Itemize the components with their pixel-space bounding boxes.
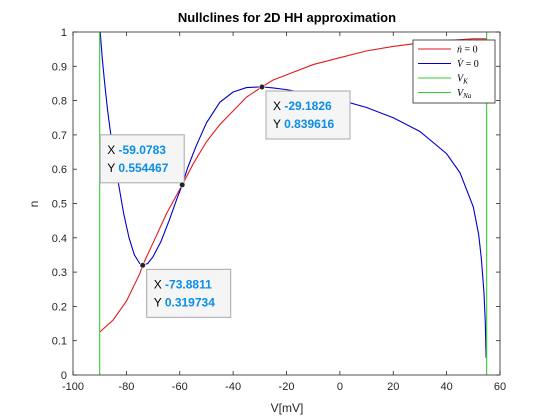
y-tick-label: 0 <box>61 370 67 382</box>
datatip-box <box>146 268 232 318</box>
series-line-2 <box>99 31 487 358</box>
datatip-box <box>99 134 185 184</box>
x-tick-label: -20 <box>279 381 295 393</box>
datatips: X -59.0783 Y 0.554467 X -29.1826 Y 0.839616… <box>99 83 351 318</box>
y-axis-title: n <box>27 201 41 208</box>
y-tick-label: 0.6 <box>52 164 67 176</box>
x-tick-label: -100 <box>62 381 84 393</box>
y-tick-label: 0.3 <box>52 267 67 279</box>
datatip-box <box>265 90 351 140</box>
datatip-2[interactable]: X -29.1826 Y 0.839616 <box>258 83 351 140</box>
y-tick-label: 1 <box>61 27 67 39</box>
y-tick-label: 0.1 <box>52 336 67 348</box>
legend-label: VK <box>457 74 468 86</box>
datatip-1[interactable]: X -59.0783 Y 0.554467 <box>99 134 186 188</box>
legend-label: ṅ = 0 <box>457 45 478 56</box>
datatip-x-row: X -29.1826 <box>273 99 332 113</box>
chart-title: Nullclines for 2D HH approximation <box>178 10 396 25</box>
x-tick-label: 60 <box>494 381 506 393</box>
x-tick-label: -40 <box>225 381 241 393</box>
y-tick-label: 0.2 <box>52 301 67 313</box>
datatip-y-row: Y 0.554467 <box>107 161 169 175</box>
legend: ṅ = 0 V̇ = 0 VK VNa <box>412 39 496 104</box>
datatip-marker <box>179 181 186 188</box>
datatip-y-row: Y 0.319734 <box>154 295 216 309</box>
y-tick-label: 0.9 <box>52 61 67 73</box>
datatip-y-row: Y 0.839616 <box>273 117 335 131</box>
datatip-3[interactable]: X -73.8811 Y 0.319734 <box>139 262 232 318</box>
datatip-x-row: X -73.8811 <box>154 277 212 291</box>
x-tick-label: 0 <box>337 381 343 393</box>
legend-label: V̇ = 0 <box>457 58 479 70</box>
legend-label: VNa <box>457 88 472 100</box>
y-tick-label: 0.8 <box>52 96 67 108</box>
y-tick-label: 0.4 <box>52 233 67 245</box>
x-tick-label: 20 <box>387 381 399 393</box>
datatip-marker <box>258 83 266 91</box>
x-tick-label: -80 <box>118 381 134 393</box>
y-tick-label: 0.5 <box>52 199 67 211</box>
tick-labels: -100 -80 -60 -40 -20 0 20 40 60 0 0.1 0.2 0.3 0.4 0.5 0… <box>52 27 506 393</box>
x-axis-title: V[mV] <box>271 401 304 415</box>
axes <box>72 31 501 376</box>
datatip-x-row: X -59.0783 <box>107 143 166 157</box>
x-tick-label: -60 <box>172 381 188 393</box>
y-tick-label: 0.7 <box>52 130 67 142</box>
x-tick-label: 40 <box>441 381 453 393</box>
datatip-marker <box>139 262 146 269</box>
